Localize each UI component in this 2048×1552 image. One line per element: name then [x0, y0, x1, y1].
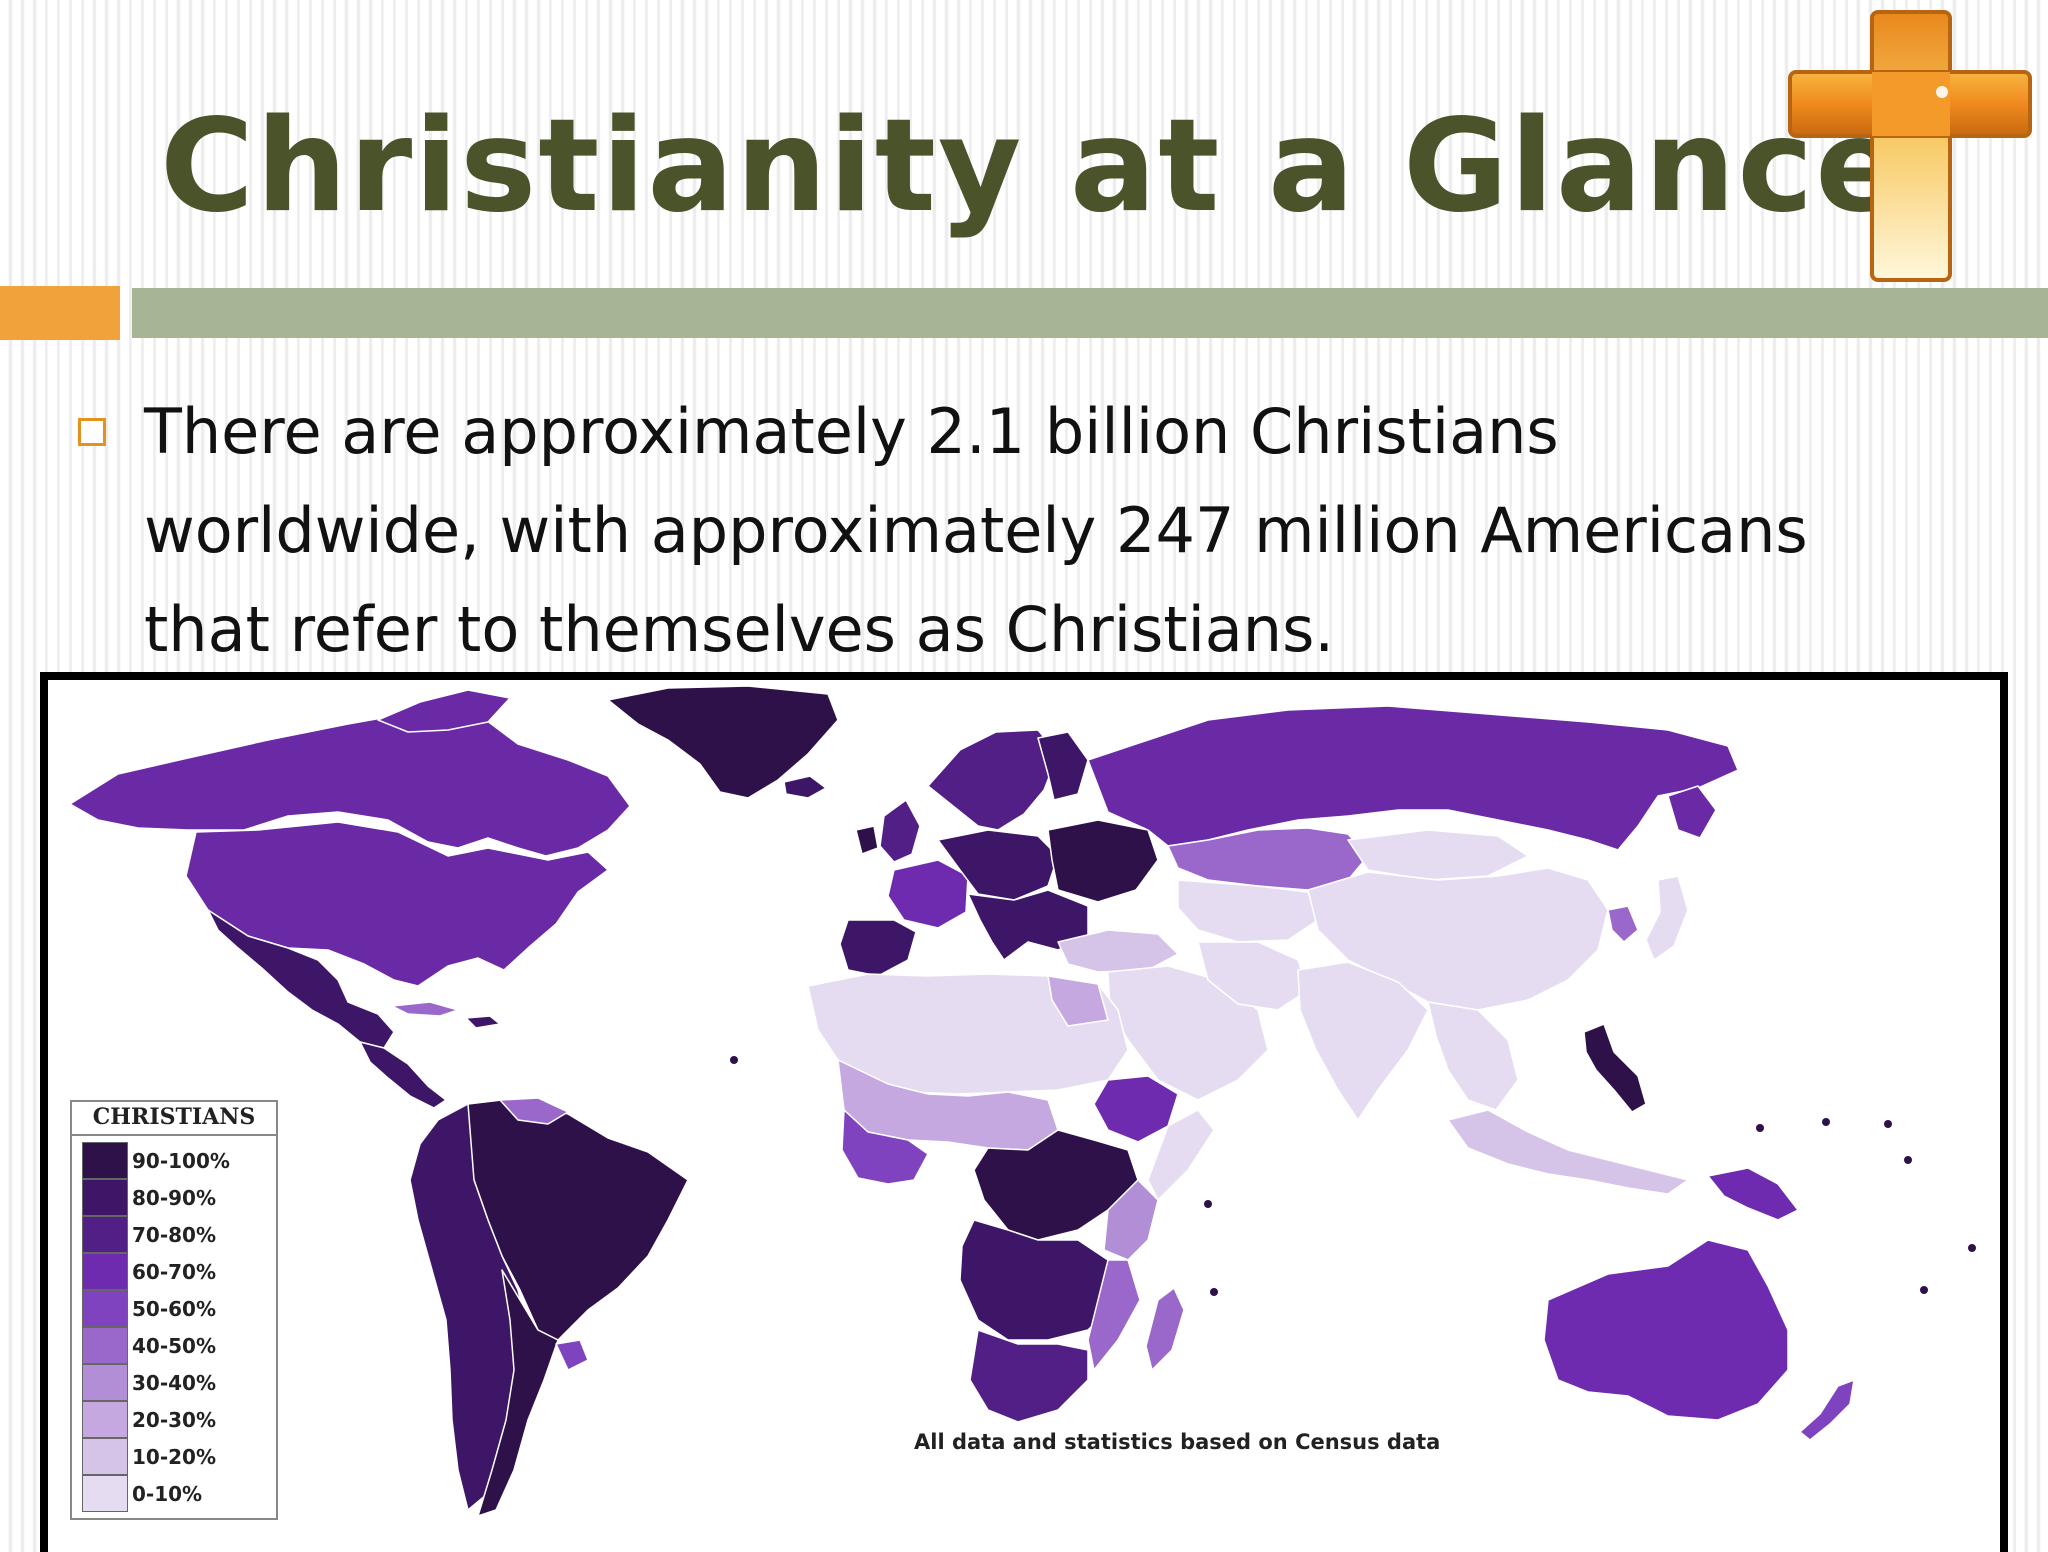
region-india: [1297, 961, 1429, 1121]
legend-row: 20-30%: [82, 1401, 268, 1438]
legend-label: 30-40%: [132, 1370, 217, 1395]
legend-swatch: [82, 1364, 128, 1401]
region-egypt: [1047, 975, 1109, 1027]
legend-swatch: [82, 1290, 128, 1327]
legend-row: 80-90%: [82, 1179, 268, 1216]
region-japan: [1645, 875, 1689, 961]
region-andes: [409, 1103, 531, 1511]
bullet-text: There are approximately 2.1 billion Chri…: [144, 382, 1964, 679]
legend-row: 90-100%: [82, 1142, 268, 1179]
legend-label: 80-90%: [132, 1185, 217, 1210]
region-new-zealand: [1799, 1379, 1855, 1441]
region-papua: [1707, 1167, 1799, 1221]
world-map-frame: CHRISTIANS 90-100% 80-90% 70-80% 60-70% …: [40, 672, 2008, 1552]
legend-row: 40-50%: [82, 1327, 268, 1364]
region-iran: [1197, 941, 1309, 1011]
region-russia: [1087, 705, 1739, 851]
legend-row: 60-70%: [82, 1253, 268, 1290]
legend-swatch: [82, 1142, 128, 1179]
region-indonesia: [1447, 1109, 1689, 1195]
legend-swatch: [82, 1327, 128, 1364]
island-dot: [730, 1056, 738, 1064]
bullet-square-icon: [78, 418, 106, 446]
legend-swatch: [82, 1401, 128, 1438]
legend-row: 70-80%: [82, 1216, 268, 1253]
region-philippines: [1583, 1023, 1647, 1113]
region-east-africa: [1103, 1179, 1159, 1261]
region-kazakhstan: [1167, 827, 1369, 891]
legend-row: 30-40%: [82, 1364, 268, 1401]
legend-items: 90-100% 80-90% 70-80% 60-70% 50-60% 40-5…: [72, 1136, 276, 1512]
bullet-line-2: worldwide, with approximately 247 millio…: [144, 494, 1808, 567]
region-finland: [1037, 731, 1089, 801]
legend-swatch: [82, 1216, 128, 1253]
region-mongolia: [1347, 829, 1529, 881]
legend-label: 60-70%: [132, 1259, 217, 1284]
island-dot: [1920, 1286, 1928, 1294]
region-canada-alaska: [69, 709, 631, 857]
legend-title: CHRISTIANS: [72, 1102, 276, 1136]
legend-label: 20-30%: [132, 1407, 217, 1432]
legend-row: 0-10%: [82, 1475, 268, 1512]
region-kamchatka: [1667, 785, 1717, 839]
region-madagascar: [1145, 1287, 1185, 1371]
region-scandinavia: [927, 729, 1059, 831]
legend-label: 0-10%: [132, 1481, 203, 1506]
legend-label: 90-100%: [132, 1148, 230, 1173]
region-uk: [879, 799, 921, 863]
region-hispaniola: [465, 1015, 501, 1029]
accent-bar-green: [132, 288, 2048, 338]
region-ireland: [855, 825, 879, 855]
legend-swatch: [82, 1475, 128, 1512]
region-greenland: [607, 685, 839, 799]
island-dot: [1822, 1118, 1830, 1126]
legend-label: 70-80%: [132, 1222, 217, 1247]
legend-swatch: [82, 1438, 128, 1475]
island-dot: [1904, 1156, 1912, 1164]
legend-label: 50-60%: [132, 1296, 217, 1321]
region-central-america: [359, 1041, 447, 1109]
island-dot: [1756, 1124, 1764, 1132]
island-dot: [1968, 1244, 1976, 1252]
region-central-europe: [937, 829, 1059, 901]
region-guianas: [499, 1097, 569, 1125]
region-australia: [1543, 1239, 1789, 1421]
region-eastern-europe: [1047, 819, 1159, 903]
world-map: [69, 685, 1976, 1517]
region-somalia: [1147, 1109, 1215, 1201]
island-dot: [1204, 1200, 1212, 1208]
region-arctic-islands: [377, 689, 511, 733]
legend-swatch: [82, 1253, 128, 1290]
region-korea: [1607, 905, 1639, 943]
bullet-line-3: that refer to themselves as Christians.: [144, 593, 1335, 666]
region-argentina: [477, 1269, 559, 1517]
legend-swatch: [82, 1179, 128, 1216]
map-legend: CHRISTIANS 90-100% 80-90% 70-80% 60-70% …: [70, 1100, 278, 1520]
region-iceland: [783, 775, 827, 799]
region-central-asia: [1177, 879, 1319, 943]
region-cuba: [391, 1001, 459, 1017]
legend-row: 10-20%: [82, 1438, 268, 1475]
region-uruguay: [555, 1339, 589, 1371]
island-dot: [1210, 1288, 1218, 1296]
region-france: [887, 859, 969, 929]
cross-icon: [1788, 10, 2032, 282]
island-dot: [1884, 1120, 1892, 1128]
legend-label: 10-20%: [132, 1444, 217, 1469]
map-footnote: All data and statistics based on Census …: [914, 1430, 1441, 1454]
region-iberia: [839, 919, 917, 977]
region-ethiopia: [1093, 1075, 1179, 1143]
bullet-line-1: There are approximately 2.1 billion Chri…: [144, 395, 1559, 468]
region-southeast-asia: [1427, 1001, 1519, 1111]
legend-row: 50-60%: [82, 1290, 268, 1327]
region-turkey: [1057, 929, 1179, 973]
region-south-africa: [969, 1329, 1089, 1423]
region-southern-central-africa: [959, 1219, 1119, 1341]
region-west-africa: [841, 1109, 929, 1185]
legend-label: 40-50%: [132, 1333, 217, 1358]
region-mozambique: [1087, 1259, 1141, 1371]
accent-bar-orange: [0, 286, 120, 340]
slide-title: Christianity at a Glance: [160, 92, 1905, 241]
